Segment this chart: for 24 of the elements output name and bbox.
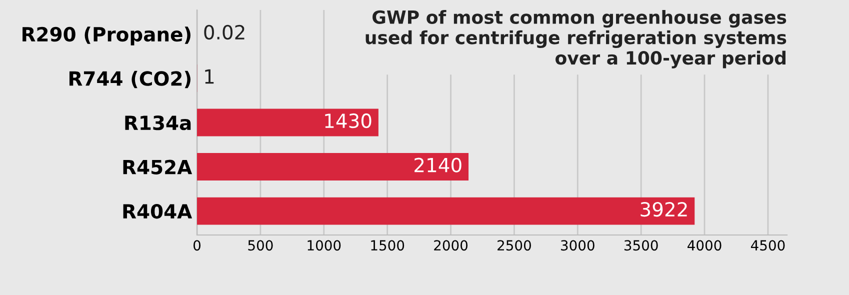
y-tick-label: R290 (Propane) xyxy=(22,26,190,46)
x-tick-label: 4500 xyxy=(750,240,785,251)
x-tick-label: 1000 xyxy=(308,240,341,251)
bar xyxy=(197,153,469,180)
y-tick-label: R452A xyxy=(123,160,192,174)
text: GWP of most common greenhouse gases used for centrifuge refrigeration systems over a 100-year period xyxy=(366,10,786,68)
x-tick-label: 2000 xyxy=(434,240,468,251)
x-tick-label: 2500 xyxy=(498,240,531,251)
data-label: 3922 xyxy=(640,202,687,217)
data-label: 0.02 xyxy=(204,24,244,40)
x-tick-label: 4000 xyxy=(688,240,722,251)
data-label: 1 xyxy=(205,69,214,84)
x-tick-label: 0 xyxy=(193,240,200,251)
y-tick-label: R134a xyxy=(125,115,191,130)
x-tick-label: 500 xyxy=(248,240,273,251)
y-tick-label: R744 (CO2) xyxy=(69,70,190,88)
x-tick-label: 3500 xyxy=(624,240,658,251)
data-label: 2140 xyxy=(414,158,462,172)
y-tick-label: R404A xyxy=(123,204,192,219)
x-tick-label: 1500 xyxy=(371,240,404,251)
bar xyxy=(197,197,695,225)
x-tick-label: 3000 xyxy=(561,240,594,251)
bar xyxy=(197,108,378,136)
data-label: 1430 xyxy=(325,113,372,128)
